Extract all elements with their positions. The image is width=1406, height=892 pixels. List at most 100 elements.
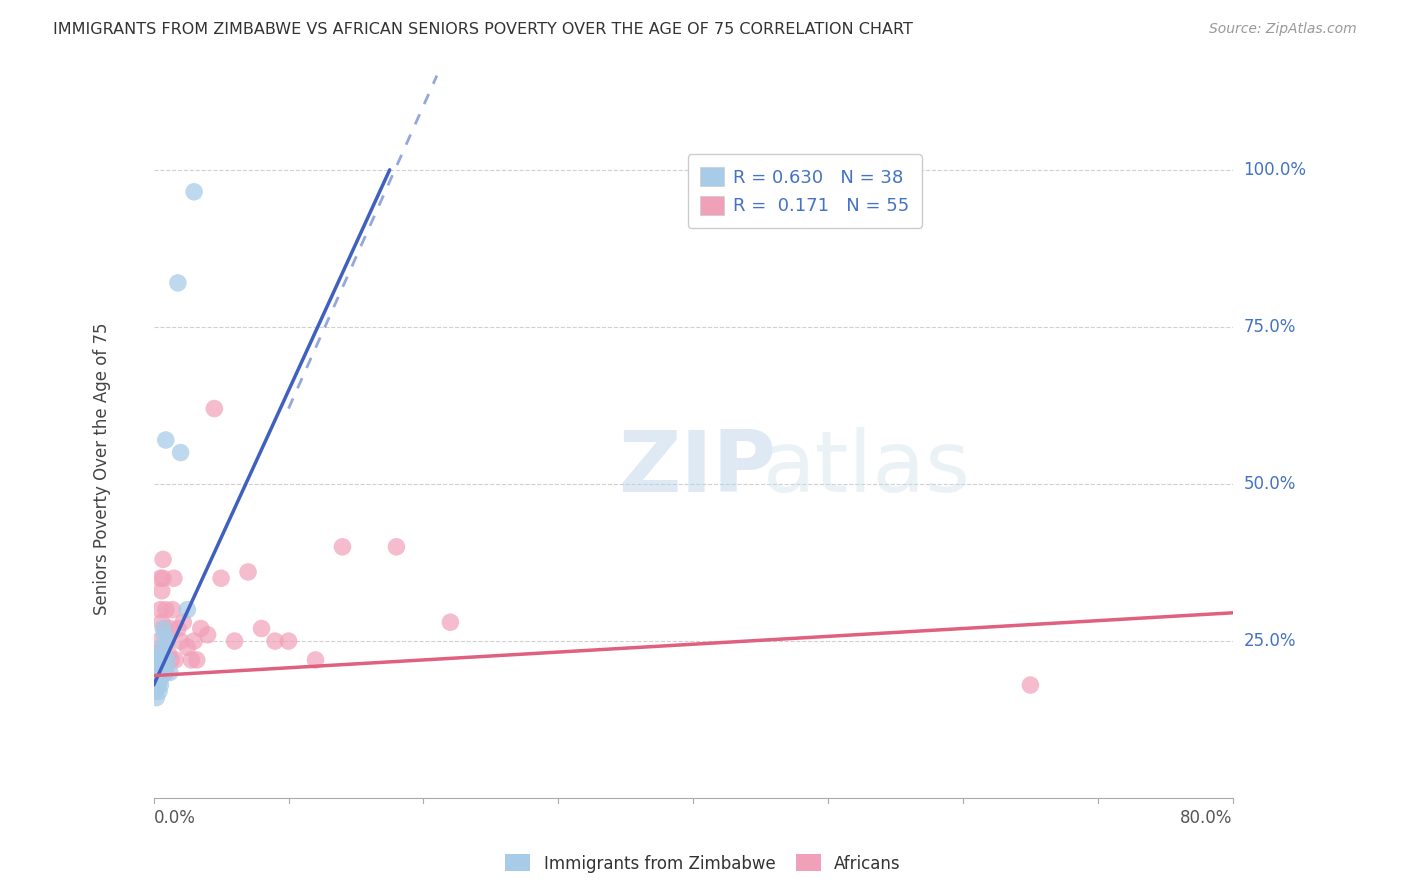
Text: 75.0%: 75.0% [1243,318,1296,336]
Point [190,622,212,636]
Point [146,678,169,692]
Point [236,565,259,579]
Point [150,665,173,680]
Point [145,665,167,680]
Point [143,678,166,692]
Text: Seniors Poverty Over the Age of 75: Seniors Poverty Over the Age of 75 [93,322,111,615]
Point [149,672,172,686]
Point [152,571,174,585]
Point [149,653,172,667]
Point [167,276,190,290]
Point [145,678,167,692]
Point [153,628,176,642]
Point [143,665,166,680]
Point [156,653,179,667]
Point [143,672,166,686]
Point [156,653,179,667]
Point [202,401,225,416]
Point [143,672,166,686]
Point [1019,678,1042,692]
Point [146,653,169,667]
Text: 25.0%: 25.0% [1243,632,1296,650]
Point [250,622,273,636]
Point [153,622,176,636]
Point [176,640,198,655]
Point [264,634,287,648]
Point [162,602,184,616]
Text: ZIP: ZIP [617,426,775,510]
Text: 50.0%: 50.0% [1243,475,1296,493]
Point [146,659,169,673]
Point [156,634,179,648]
Point [148,684,170,698]
Point [153,665,176,680]
Point [165,653,187,667]
Point [385,540,408,554]
Point [159,622,181,636]
Text: 0.0%: 0.0% [153,809,195,828]
Point [149,602,172,616]
Text: 80.0%: 80.0% [1181,809,1233,828]
Text: atlas: atlas [763,426,972,510]
Point [155,665,177,680]
Point [146,672,169,686]
Point [150,615,173,630]
Point [152,665,174,680]
Point [167,622,190,636]
Point [149,665,172,680]
Point [332,540,354,554]
Point [439,615,461,630]
Point [148,665,170,680]
Point [152,653,174,667]
Point [169,445,191,459]
Point [163,571,186,585]
Point [159,665,181,680]
Point [149,678,172,692]
Point [209,571,232,585]
Point [149,659,172,673]
Point [186,653,208,667]
Point [153,653,176,667]
Point [145,690,167,705]
Text: 100.0%: 100.0% [1243,161,1306,178]
Legend: Immigrants from Zimbabwe, Africans: Immigrants from Zimbabwe, Africans [499,847,907,880]
Point [224,634,246,648]
Point [150,665,173,680]
Point [146,653,169,667]
Point [149,653,172,667]
Point [148,665,170,680]
Point [183,185,205,199]
Point [155,433,177,447]
Point [150,583,173,598]
Point [143,684,166,698]
Point [146,647,169,661]
Point [148,653,170,667]
Point [145,659,167,673]
Point [146,665,169,680]
Point [183,634,205,648]
Point [156,634,179,648]
Point [197,628,219,642]
Point [152,622,174,636]
Point [146,665,169,680]
Point [150,659,173,673]
Point [145,672,167,686]
Point [148,659,170,673]
Point [304,653,326,667]
Point [152,552,174,566]
Point [150,647,173,661]
Point [148,634,170,648]
Point [172,615,194,630]
Point [155,602,177,616]
Point [145,653,167,667]
Text: IMMIGRANTS FROM ZIMBABWE VS AFRICAN SENIORS POVERTY OVER THE AGE OF 75 CORRELATI: IMMIGRANTS FROM ZIMBABWE VS AFRICAN SENI… [53,22,914,37]
Point [149,665,172,680]
Point [145,665,167,680]
Point [176,602,198,616]
Text: Source: ZipAtlas.com: Source: ZipAtlas.com [1209,22,1357,37]
Point [149,571,172,585]
Point [157,647,180,661]
Legend: R = 0.630   N = 38, R =  0.171   N = 55: R = 0.630 N = 38, R = 0.171 N = 55 [688,154,921,228]
Point [277,634,299,648]
Point [169,634,191,648]
